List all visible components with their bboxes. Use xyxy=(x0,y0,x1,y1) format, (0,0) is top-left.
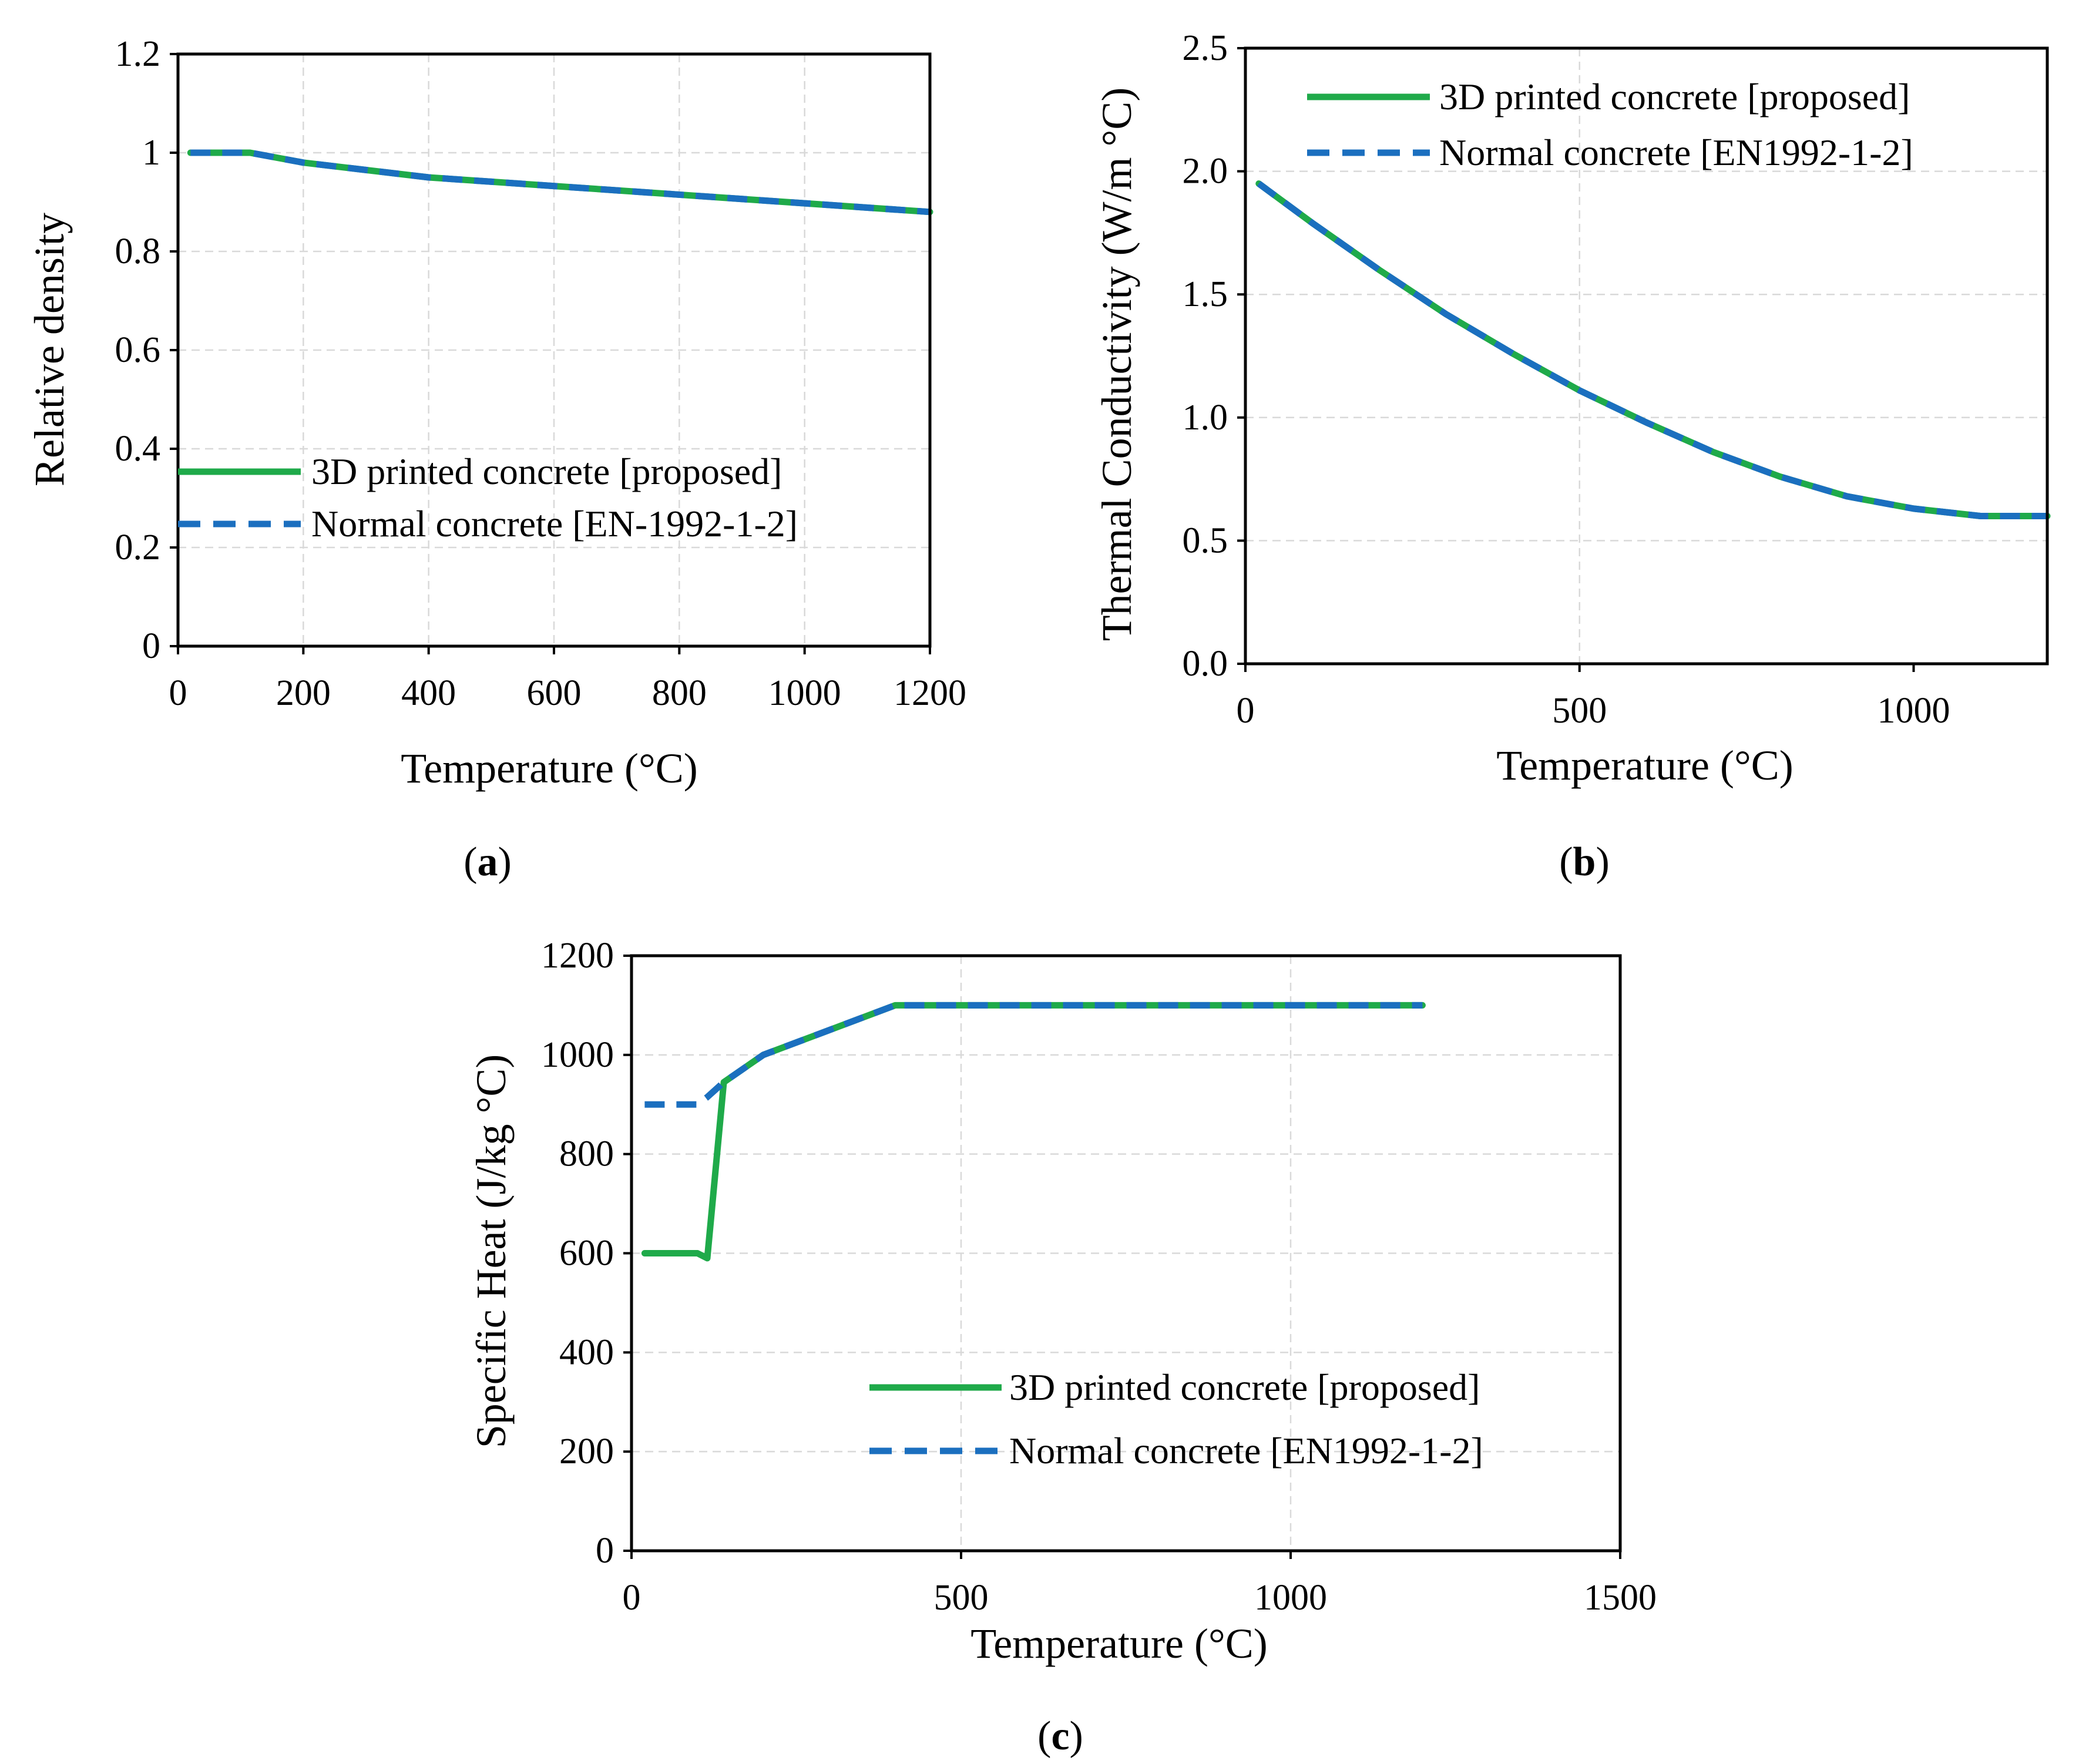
panel-c-x-tick-label: 0 xyxy=(623,1578,641,1618)
panel-c-caption-close: ) xyxy=(1070,1713,1083,1759)
panel-b-x-axis-title: Temperature (°C) xyxy=(1496,742,1793,789)
panel-b-y-axis-title: Thermal Conductivity (W/m °C) xyxy=(1093,88,1140,641)
panel-a-x-tick-label: 1200 xyxy=(894,673,966,713)
panel-b-series xyxy=(1255,180,2051,519)
panel-c-y-tick-label: 1200 xyxy=(541,936,614,976)
panel-a-x-tick-label: 200 xyxy=(276,673,331,713)
panel-c-y-tick-label: 800 xyxy=(559,1134,614,1174)
panel-a-x-axis-title: Temperature (°C) xyxy=(401,745,698,792)
panel-a-y-tick-label: 0.2 xyxy=(115,527,161,567)
panel-a-x-tick-label: 800 xyxy=(652,673,707,713)
panel-b-plot-frame xyxy=(1244,46,2049,666)
panel-c-series-proposed-line xyxy=(641,1002,1426,1262)
panel-b-x-tick-label: 0 xyxy=(1237,691,1255,731)
panel-a-legend-label-proposed: 3D printed concrete [proposed] xyxy=(311,451,782,492)
panel-a-series xyxy=(187,149,933,216)
panel-c-y-tick-label: 400 xyxy=(559,1332,614,1372)
panel-b-x-tick-label: 1000 xyxy=(1878,691,1950,731)
panel-a-y-tick-label: 0.4 xyxy=(115,429,161,469)
panel-c-caption-letter: c xyxy=(1051,1713,1069,1759)
panel-b-ticks: 0.0 0.5 1.0 1.5 2.0 2.5 0 500 1000 xyxy=(1183,28,1950,731)
panel-b-y-tick-label: 1.0 xyxy=(1183,398,1228,438)
panel-b-y-tick-label: 2.0 xyxy=(1183,152,1228,191)
panel-b-caption-close: ) xyxy=(1596,839,1609,885)
panel-a-caption: (a) xyxy=(464,839,512,885)
panel-b-caption: (b) xyxy=(1559,839,1610,885)
panel-c-caption-open: ( xyxy=(1037,1713,1051,1759)
panel-b-caption-open: ( xyxy=(1559,839,1573,885)
panel-b-y-tick-label: 1.5 xyxy=(1183,274,1228,314)
panel-a-x-tick-label: 0 xyxy=(169,673,187,713)
panel-b-legend-label-proposed: 3D printed concrete [proposed] xyxy=(1439,76,1910,117)
panel-c-x-tick-label: 500 xyxy=(934,1578,989,1618)
panel-c-legend: 3D printed concrete [proposed] Normal co… xyxy=(869,1366,1483,1471)
panel-c-series-normal-line xyxy=(644,1002,1423,1108)
panel-b-y-tick-label: 2.5 xyxy=(1183,28,1228,68)
panel-b-series-normal-line xyxy=(1257,181,2047,519)
panel-c-caption: (c) xyxy=(1037,1713,1083,1759)
panel-b-y-tick-label: 0.0 xyxy=(1183,644,1228,684)
panel-a-y-tick-label: 0 xyxy=(142,626,160,666)
panel-a-y-axis-title: Relative density xyxy=(26,213,73,486)
panel-c-x-axis-title: Temperature (°C) xyxy=(970,1620,1268,1667)
panel-c-x-tick-label: 1000 xyxy=(1254,1578,1327,1618)
panel-a-x-tick-label: 1000 xyxy=(768,673,841,713)
panel-c-x-tick-label: 1500 xyxy=(1584,1578,1657,1618)
panel-c-y-tick-label: 1000 xyxy=(541,1035,614,1075)
panel-b-x-tick-label: 500 xyxy=(1552,691,1607,731)
panel-a-y-tick-label: 0.8 xyxy=(115,231,161,271)
panel-b-legend-label-normal: Normal concrete [EN1992-1-2] xyxy=(1439,132,1913,173)
panel-c-y-tick-label: 200 xyxy=(559,1432,614,1471)
panel-a-y-tick-label: 1.2 xyxy=(115,34,161,74)
panel-a-y-tick-label: 1 xyxy=(142,133,160,173)
panel-a-y-tick-label: 0.6 xyxy=(115,330,161,370)
panel-b-caption-letter: b xyxy=(1573,839,1596,885)
panel-a-relative-density: 0 0.2 0.4 0.6 0.8 1 1.2 0 200 400 600 800 1000 1200 T… xyxy=(26,34,966,885)
panel-c-y-tick-label: 0 xyxy=(596,1531,614,1571)
panel-b-legend: 3D printed concrete [proposed] Normal co… xyxy=(1307,76,1913,173)
panel-c-y-axis-title: Specific Heat (J/kg °C) xyxy=(468,1054,515,1449)
panel-a-x-tick-label: 600 xyxy=(527,673,582,713)
panel-b-grid xyxy=(1245,48,2047,664)
panel-a-grid xyxy=(178,54,930,646)
panel-c-legend-label-normal: Normal concrete [EN1992-1-2] xyxy=(1009,1430,1483,1471)
panel-a-caption-letter: a xyxy=(478,839,498,885)
panel-c-ticks: 0 200 400 600 800 1000 1200 0 500 1000 1500 xyxy=(541,936,1657,1618)
panel-a-legend-label-normal: Normal concrete [EN-1992-1-2] xyxy=(311,503,798,545)
panel-b-series-proposed-line xyxy=(1255,180,2051,519)
panel-a-caption-open: ( xyxy=(464,839,477,885)
panel-c-specific-heat: 0 200 400 600 800 1000 1200 0 500 1000 1500 Temper… xyxy=(468,936,1657,1759)
panel-c-legend-label-proposed: 3D printed concrete [proposed] xyxy=(1009,1366,1480,1408)
panel-a-caption-close: ) xyxy=(498,839,512,885)
panel-c-y-tick-label: 600 xyxy=(559,1234,614,1274)
panel-a-ticks: 0 0.2 0.4 0.6 0.8 1 1.2 0 200 400 600 800 1000 1200 xyxy=(115,34,967,713)
panel-c-grid xyxy=(632,956,1620,1551)
panel-b-thermal-conductivity: 0.0 0.5 1.0 1.5 2.0 2.5 0 500 1000 Temperature (… xyxy=(1093,28,2051,885)
panel-c-series xyxy=(641,1002,1426,1262)
panel-a-series-normal-line xyxy=(190,149,931,216)
panel-a-legend: 3D printed concrete [proposed] Normal co… xyxy=(178,451,798,545)
panel-a-x-tick-label: 400 xyxy=(401,673,456,713)
panel-b-y-tick-label: 0.5 xyxy=(1183,520,1228,560)
